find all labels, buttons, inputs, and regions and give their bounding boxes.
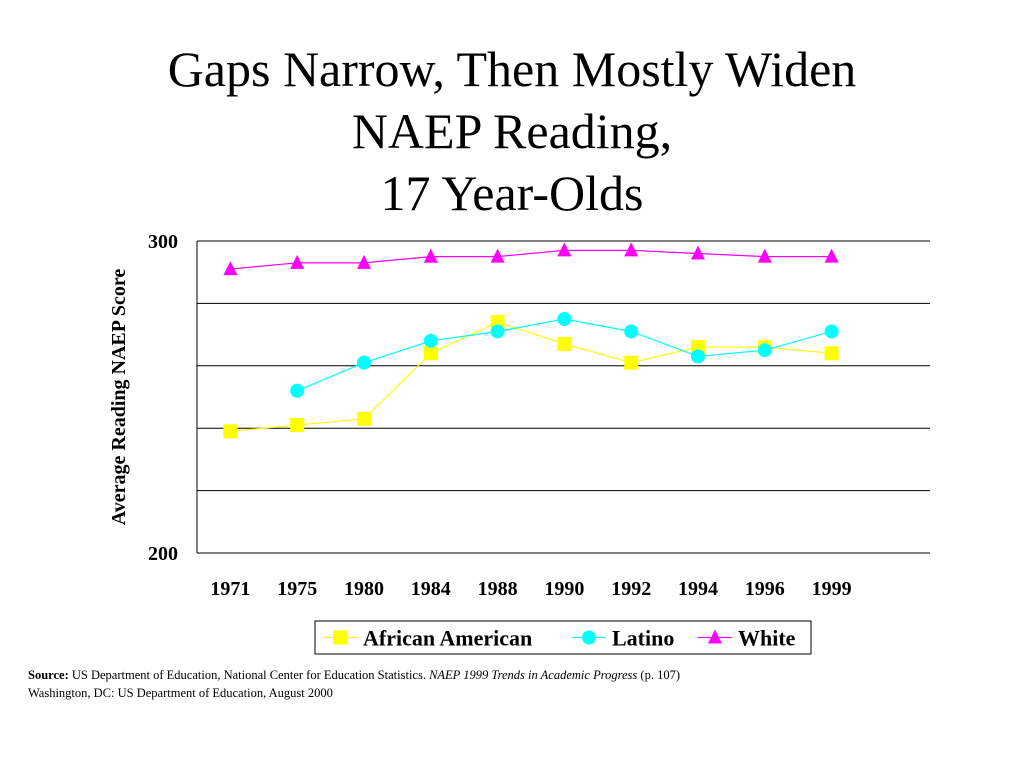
legend-label: Latino [612,626,674,651]
legend-marker-circle [582,630,596,645]
x-tick-label: 1996 [745,578,785,600]
source-line-1: Source: US Department of Education, Nati… [28,666,680,684]
x-tick-label: 1971 [210,578,250,600]
x-tick-label: 1990 [544,578,584,600]
data-point-square [557,336,572,351]
series-line-square [230,321,832,432]
data-point-square [357,411,371,426]
y-axis-label: Average Reading NAEP Score [108,269,130,526]
x-tick-label: 1988 [478,578,518,600]
x-tick-label: 1984 [411,578,451,600]
data-point-square [624,355,639,370]
data-point-triangle [290,254,305,269]
x-tick-label: 1994 [678,578,718,600]
data-point-triangle [357,254,371,269]
slide-title: Gaps Narrow, Then Mostly Widen NAEP Read… [0,38,1024,224]
data-point-triangle [824,248,839,263]
data-point-circle [290,383,305,398]
title-line-3: 17 Year-Olds [380,165,644,221]
x-tick-label: 1980 [344,578,384,600]
data-point-circle [557,312,572,326]
data-point-circle [824,324,839,339]
series-line-circle [296,318,832,392]
data-point-circle [624,324,639,339]
x-tick-label: 1992 [611,578,651,600]
x-tick-label: 1999 [812,578,852,600]
data-point-triangle [757,248,772,263]
source-line-2: Washington, DC: US Department of Educati… [28,686,333,700]
data-point-circle [757,343,772,358]
source-text-2: (p. 107) [637,668,680,682]
data-point-circle [423,333,438,348]
y-tick-label: 200 [148,543,178,565]
title-line-1: Gaps Narrow, Then Mostly Widen [167,41,857,97]
legend-label: African American [363,626,532,651]
y-tick-label: 300 [148,231,178,253]
legend-marker-triangle [708,629,722,644]
source-text-1: US Department of Education, National Cen… [68,668,430,682]
x-tick-label: 1975 [277,578,317,600]
data-point-triangle [557,242,572,257]
data-point-square [824,346,839,361]
legend-marker-square [333,630,347,645]
title-line-2: NAEP Reading, [351,103,673,159]
data-point-circle [357,355,371,370]
data-point-triangle [423,248,438,263]
source-label: Source: [28,668,69,682]
data-point-square [290,418,305,433]
data-point-circle [691,349,705,364]
source-publication: NAEP 1999 Trends in Academic Progress [429,668,638,682]
data-point-circle [490,324,505,339]
data-point-square [423,346,438,361]
data-point-triangle [624,242,639,257]
source-note: Source: US Department of Education, Nati… [28,666,680,702]
data-point-triangle [223,261,238,276]
series-line-triangle [230,249,832,270]
legend-label: White [738,626,796,651]
data-point-triangle [691,245,705,260]
data-point-square [223,424,238,439]
data-point-triangle [490,248,505,263]
